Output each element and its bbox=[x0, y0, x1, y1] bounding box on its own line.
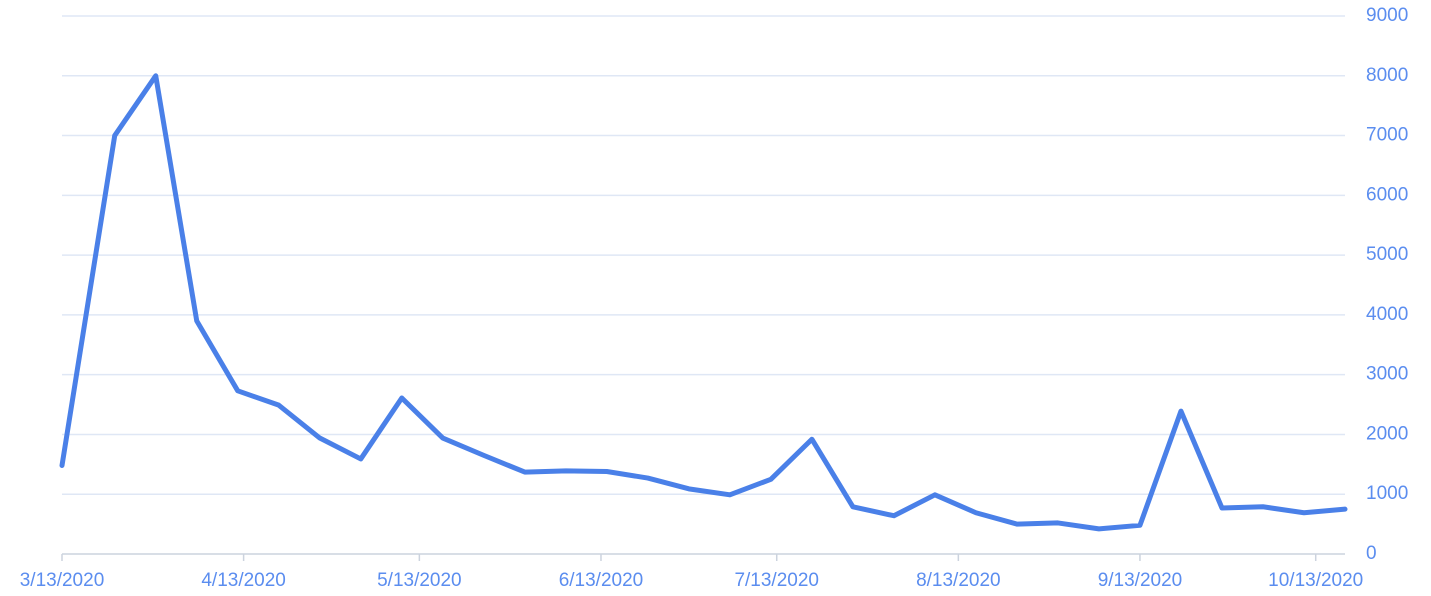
y-tick-label: 0 bbox=[1366, 543, 1377, 564]
x-tick-label: 5/13/2020 bbox=[377, 570, 462, 591]
data-line bbox=[59, 73, 1348, 532]
x-tick-label: 8/13/2020 bbox=[916, 570, 1001, 591]
x-tick-label: 10/13/2020 bbox=[1268, 570, 1363, 591]
y-tick-label: 9000 bbox=[1366, 5, 1408, 26]
x-tick-label: 6/13/2020 bbox=[559, 570, 644, 591]
y-tick-label: 4000 bbox=[1366, 304, 1408, 325]
x-tick-label: 7/13/2020 bbox=[734, 570, 819, 591]
y-tick-label: 7000 bbox=[1366, 125, 1408, 146]
y-tick-label: 8000 bbox=[1366, 65, 1408, 86]
x-tick-label: 4/13/2020 bbox=[201, 570, 286, 591]
x-tick-label: 3/13/2020 bbox=[20, 570, 105, 591]
y-tick-label: 6000 bbox=[1366, 184, 1408, 205]
y-tick-label: 1000 bbox=[1366, 483, 1408, 504]
y-tick-label: 2000 bbox=[1366, 423, 1408, 444]
y-tick-label: 5000 bbox=[1366, 244, 1408, 265]
x-tick-label: 9/13/2020 bbox=[1098, 570, 1183, 591]
y-tick-label: 3000 bbox=[1366, 364, 1408, 385]
